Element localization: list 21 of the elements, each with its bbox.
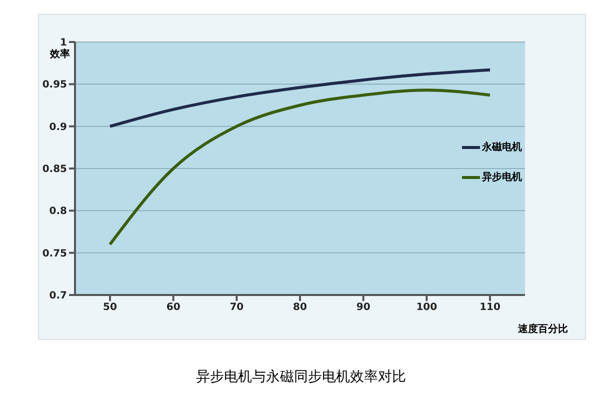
y-tick-label: 0.95 [42, 80, 68, 91]
x-axis-title: 速度百分比 [518, 322, 568, 336]
x-tick-label: 50 [103, 302, 117, 314]
text: 异步电机与永磁同步电机效率对比 [195, 368, 407, 386]
legend-label: 永磁电机 [482, 140, 522, 154]
y-tick-label: 0.9 [49, 122, 68, 133]
x-tick-label: 80 [293, 302, 307, 314]
y-tick-label: 0.75 [42, 248, 68, 260]
line-series [108, 88, 492, 246]
y-tick-label: 1 [60, 38, 68, 49]
x-tick-label: 60 [166, 302, 180, 314]
x-tick-label: 70 [230, 302, 244, 314]
y-tick-label: 0.85 [42, 164, 68, 176]
x-tick-label: 100 [416, 302, 438, 314]
legend-label: 异步电机 [482, 170, 522, 184]
y-tick-label: 0.7 [49, 290, 68, 302]
y-axis-title: 效率 [50, 47, 70, 61]
line-series [108, 68, 492, 128]
x-tick-label: 110 [480, 302, 500, 314]
y-tick-label: 0.8 [49, 206, 68, 218]
x-tick-label: 90 [356, 302, 370, 314]
